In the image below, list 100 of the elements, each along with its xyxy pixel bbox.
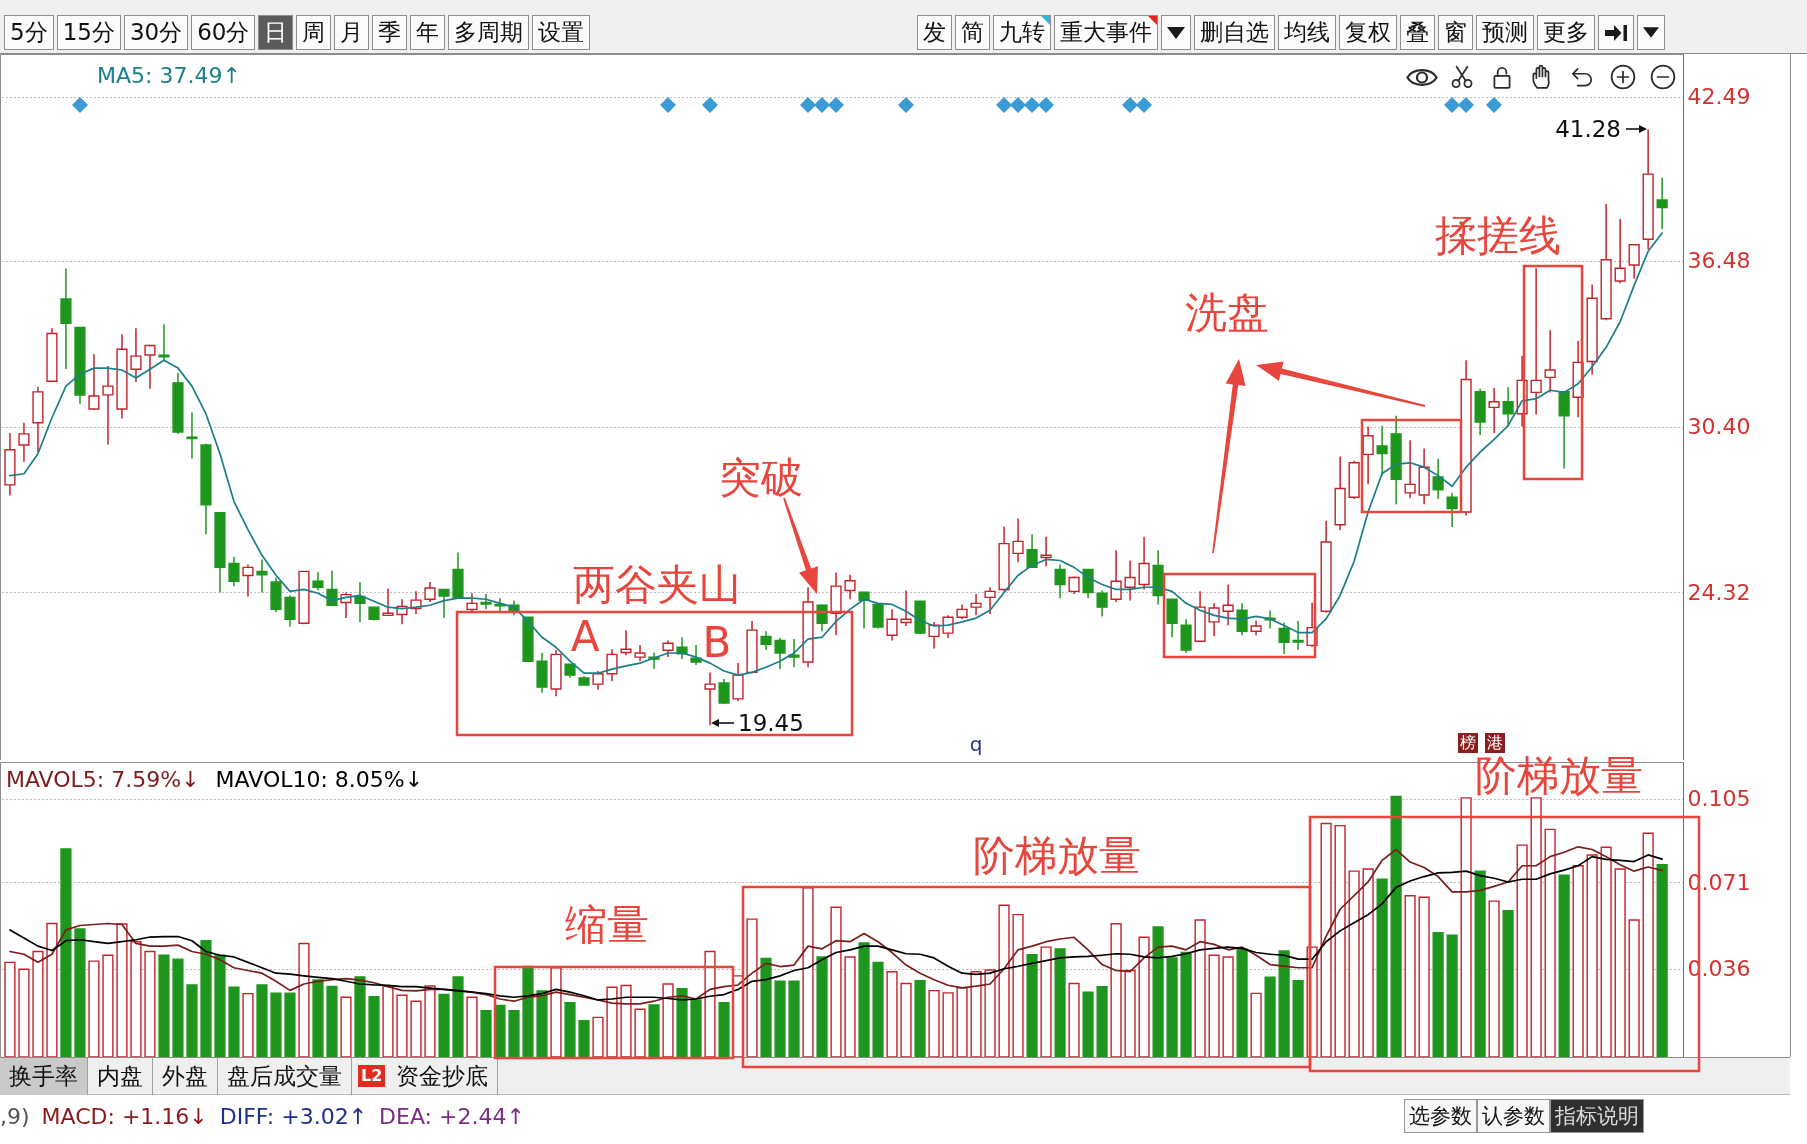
annotation: 榜 [1458,733,1478,753]
text: MAVOL5: 7.59%↓ [6,767,200,792]
candlestick [1530,267,1542,416]
bar [284,992,296,1057]
bar [312,979,324,1057]
annotation: 洗盘 [1185,288,1269,337]
bar [1026,954,1038,1057]
text: 5分 [4,15,54,50]
annotation: 揉搓线 [1435,211,1561,260]
text: 月 [334,15,370,50]
bar [1558,874,1570,1057]
candlestick [88,353,100,411]
bar [578,1019,590,1057]
candlestick [774,637,786,670]
annotation: 19.45 [738,709,804,736]
bar [914,980,926,1057]
text: 资金抄底 [387,1057,499,1095]
candlestick [382,587,394,617]
bar [676,987,688,1057]
text: 60分 [191,15,256,50]
candlestick [1292,620,1304,651]
candlestick [480,593,492,611]
text: 重大事件 [1054,15,1158,50]
bar [368,996,380,1057]
text: 预测 [1476,15,1534,50]
candlestick [1040,536,1052,567]
candlestick [942,614,954,639]
candlestick [144,343,156,390]
text: 换手率 [0,1057,88,1095]
candlestick [1376,424,1388,477]
candlestick [760,630,772,651]
candlestick [130,327,142,383]
candlestick [186,411,198,460]
text: ,9) [0,1104,30,1129]
candlestick [1502,386,1514,428]
text: 盘后成交量 [218,1057,352,1095]
bar [690,999,702,1057]
candlestick [18,421,30,463]
annotation: 阶梯放量 [973,831,1141,880]
y-tick-label: 24.32 [1687,579,1751,605]
bar [508,1010,520,1057]
bar [1502,910,1514,1057]
candlestick [354,581,366,623]
bar [1292,980,1304,1057]
candlestick [1222,583,1234,626]
text: MAVOL10: 8.05%↓ [215,767,424,792]
bar [1432,931,1444,1057]
text: MACD: +1.16↓ [41,1104,208,1129]
bar [1390,795,1402,1057]
candlestick [872,603,884,630]
candlestick [438,588,450,619]
candlestick [1362,425,1374,486]
candlestick [1138,536,1150,591]
candlestick [1446,492,1458,528]
bar [326,985,338,1057]
bar [774,980,786,1057]
text: 发 [917,15,952,50]
annotation: 缩量 [565,900,649,949]
annotation: q [969,732,983,756]
bar [1152,926,1164,1057]
candlestick [858,591,870,630]
candlestick [886,608,898,642]
text: DIFF: +3.02↑ [219,1104,368,1129]
bar [1236,948,1248,1057]
bar [480,1010,492,1057]
bar [1264,976,1276,1057]
bar [256,984,268,1057]
bar [60,848,72,1057]
bar [1054,948,1066,1057]
candlestick [1656,176,1668,230]
bar [452,976,464,1057]
text: 指标说明 [1550,1099,1644,1133]
annotation: B [702,618,732,667]
candlestick [466,592,478,613]
y-tick-label: 36.48 [1687,248,1751,274]
candlestick [606,648,618,682]
candlestick [1012,517,1024,563]
annotation: 阶梯放量 [1475,751,1643,800]
candlestick [844,573,856,601]
annotation: 突破 [719,453,803,502]
text: 设置 [532,15,591,50]
bar [172,958,184,1057]
candlestick [1208,602,1220,638]
bar [816,956,828,1057]
text: 认参数 [1477,1099,1550,1133]
candlestick [1628,244,1640,280]
bar [1082,991,1094,1057]
bar [1278,950,1290,1057]
bar [1446,934,1458,1057]
candlestick [1124,559,1136,602]
candlestick [718,678,730,705]
candlestick [284,594,296,628]
candlestick [984,586,996,615]
candlestick [1054,563,1066,599]
candlestick [1432,457,1444,500]
candlestick [1278,621,1290,655]
text: 日 [258,15,294,50]
bar [1096,985,1108,1057]
bar [186,984,198,1057]
candlestick [690,644,702,666]
